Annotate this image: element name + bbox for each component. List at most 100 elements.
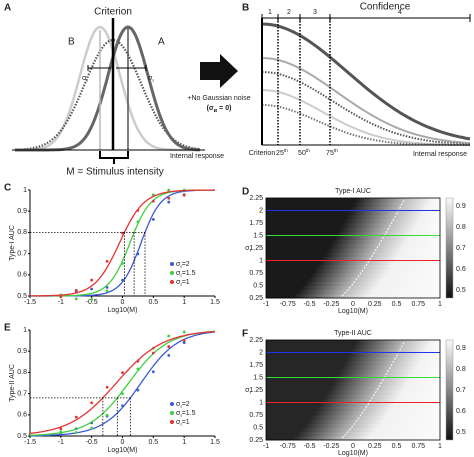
bracket-label: M = Stimulus intensity xyxy=(66,167,164,178)
data-point xyxy=(90,278,94,282)
sigma-label-part: I xyxy=(86,78,87,84)
x-tick-label: -1 xyxy=(263,443,269,450)
legend-label: σI=1 xyxy=(176,279,190,288)
heat-strip xyxy=(266,410,440,416)
y-tick-label: 0.8 xyxy=(17,229,27,236)
y-tick-label: 0.75 xyxy=(249,412,263,419)
sigma-label: σI xyxy=(148,75,154,84)
y-tick-label: 0.5 xyxy=(17,293,27,300)
x-tick-label: 0 xyxy=(121,299,125,306)
data-point xyxy=(90,401,94,405)
arrow-label-part: B xyxy=(214,108,218,114)
data-point xyxy=(182,338,186,342)
legend-label-part: =2 xyxy=(182,401,190,408)
x-tick-label: -0.75 xyxy=(280,301,296,308)
legend-label-part: I xyxy=(180,273,181,279)
legend-label-part: I xyxy=(180,404,181,410)
legend-marker xyxy=(170,271,174,275)
data-point xyxy=(90,298,94,301)
y-tick-label: 1.75 xyxy=(249,362,263,369)
heat-strip xyxy=(266,223,440,228)
legend-label-part: =1 xyxy=(182,419,190,426)
legend-label-part: =2 xyxy=(182,261,190,268)
colorbar-label: 0.6 xyxy=(456,266,466,273)
plot-frame xyxy=(265,339,441,441)
colorbar-label: 0.9 xyxy=(456,345,466,352)
y-tick-label: 1.25 xyxy=(249,245,263,252)
distribution-b xyxy=(15,25,200,152)
colorbar xyxy=(445,197,454,299)
x-tick-label: 0.25 xyxy=(368,443,382,450)
confidence-curve xyxy=(261,57,471,145)
y-tick-label: 1.5 xyxy=(253,232,263,239)
colorbar-label: 0.9 xyxy=(456,203,466,210)
heat-strip xyxy=(266,227,440,232)
heat-strip xyxy=(266,390,440,395)
y-tick-label: 2.25 xyxy=(249,195,263,202)
panel-letter: E xyxy=(4,323,11,334)
arrow-label-part: = 0) xyxy=(217,105,231,112)
x-tick-label: -1 xyxy=(58,299,64,306)
heat-strip xyxy=(266,344,440,349)
legend-label-part: =1.5 xyxy=(182,270,196,277)
legend-label-part: I xyxy=(180,264,181,270)
legend-label-part: σ xyxy=(176,270,181,277)
heat-strip xyxy=(266,198,440,203)
x-tick-label: 0.5 xyxy=(148,439,158,446)
legend-marker xyxy=(170,280,174,284)
x-tick-label: 1 xyxy=(182,299,186,306)
data-point xyxy=(167,200,171,204)
heat-strip xyxy=(266,252,440,257)
quantile-label-part: 50 xyxy=(298,150,306,157)
quantile-label: Criterion xyxy=(249,150,276,157)
y-tick-label: 2.25 xyxy=(249,337,263,344)
data-point xyxy=(151,370,155,374)
y-tick-label: 0.5 xyxy=(253,282,263,289)
quantile-label-part: th xyxy=(334,148,338,154)
x-tick-label: -0.5 xyxy=(303,301,315,308)
colorbar-label: 0.7 xyxy=(456,387,466,394)
heat-strip xyxy=(266,256,440,261)
legend-label-part: σ xyxy=(176,401,181,408)
heat-strip xyxy=(266,365,440,370)
sigma-label-part: σ xyxy=(82,75,87,82)
quantile-label-part: th xyxy=(284,148,288,154)
x-tick-label: 1 xyxy=(438,301,442,308)
x-tick-label: -0.5 xyxy=(86,299,98,306)
data-point xyxy=(136,367,140,371)
x-tick-label: 0.5 xyxy=(392,301,402,308)
axis-label-part: I xyxy=(249,248,250,254)
arrow-label-part: (σ xyxy=(207,105,214,112)
data-point xyxy=(105,260,109,263)
y-tick-label: 0.7 xyxy=(17,390,27,397)
heat-strip xyxy=(266,431,440,437)
axis-label: Type-II AUC xyxy=(9,364,16,402)
axis-label: Log10(M) xyxy=(108,307,138,314)
data-point xyxy=(105,285,109,289)
x-tick-label: 0.75 xyxy=(411,301,425,308)
panel-letter: B xyxy=(242,3,249,14)
x-tick-label: -1 xyxy=(58,439,64,446)
heat-strip xyxy=(266,394,440,399)
y-tick-label: 2 xyxy=(259,207,263,214)
data-point xyxy=(74,431,78,434)
legend-label-part: I xyxy=(180,413,181,419)
panel-letter: D xyxy=(242,187,249,198)
heat-strip xyxy=(266,398,440,403)
y-tick-label: 1.75 xyxy=(249,220,263,227)
data-point xyxy=(136,359,140,363)
legend-label-part: I xyxy=(180,282,181,288)
y-tick-label: 0.6 xyxy=(17,412,27,419)
x-tick-label: -0.5 xyxy=(303,443,315,450)
y-tick-label: 1 xyxy=(259,257,263,264)
x-tick-label: 0.25 xyxy=(368,301,382,308)
y-tick-label: 0.5 xyxy=(17,433,27,440)
heat-strip xyxy=(266,235,440,241)
x-tick-label: 1 xyxy=(438,443,442,450)
colorbar-label: 0.5 xyxy=(456,429,466,436)
distribution-a xyxy=(15,25,200,152)
heat-strip xyxy=(266,281,440,286)
heat-strip xyxy=(266,406,440,412)
data-point xyxy=(74,297,78,301)
heat-strip xyxy=(266,260,440,266)
